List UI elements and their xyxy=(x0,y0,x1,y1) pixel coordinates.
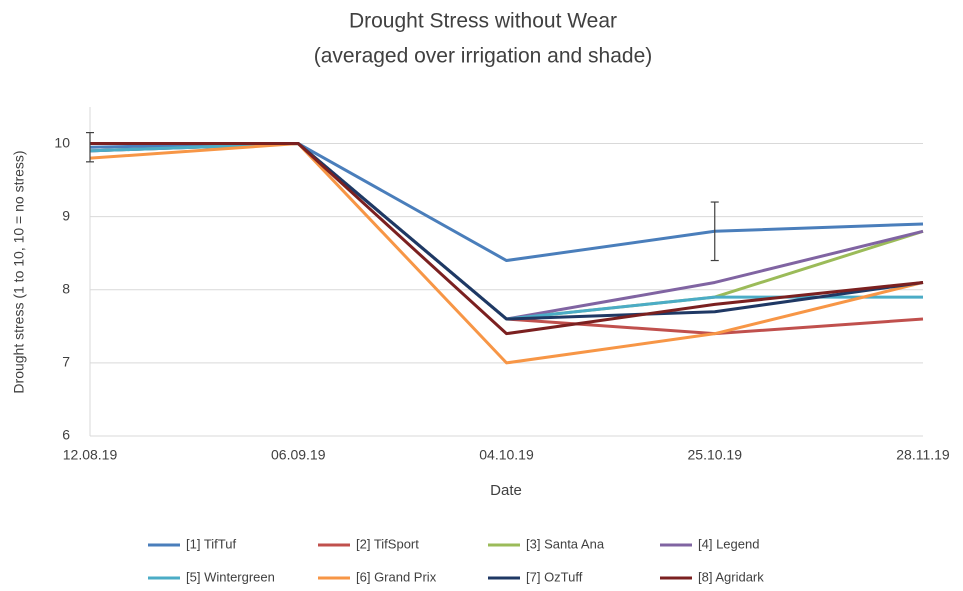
series-line xyxy=(89,142,924,321)
legend-label: [5] Wintergreen xyxy=(186,569,275,584)
legend-label: [8] Agridark xyxy=(698,569,764,584)
legend-label: [6] Grand Prix xyxy=(356,569,437,584)
x-tick-label: 12.08.19 xyxy=(63,447,118,463)
y-tick-label: 8 xyxy=(62,280,70,296)
x-tick-label: 28.11.19 xyxy=(896,447,950,463)
y-tick-label: 10 xyxy=(54,134,70,150)
y-tick-label: 6 xyxy=(62,427,70,443)
series-line xyxy=(90,142,924,336)
series-line xyxy=(89,142,924,263)
y-axis-label: Drought stress (1 to 10, 10 = no stress) xyxy=(11,150,27,393)
series-line xyxy=(89,142,923,321)
legend-label: [3] Santa Ana xyxy=(526,536,605,551)
legend-label: [2] TifSport xyxy=(356,536,419,551)
x-tick-label: 06.09.19 xyxy=(271,447,326,463)
chart-title: Drought Stress without Wear xyxy=(349,10,617,33)
series-line xyxy=(90,142,924,321)
x-tick-label: 25.10.19 xyxy=(688,447,743,463)
y-tick-label: 7 xyxy=(62,354,70,370)
series-line xyxy=(89,142,924,365)
legend-label: [4] Legend xyxy=(698,536,759,551)
y-tick-label: 9 xyxy=(62,207,70,223)
legend-label: [7] OzTuff xyxy=(526,569,583,584)
series-line xyxy=(89,142,924,321)
x-axis-label: Date xyxy=(490,482,522,499)
series-line xyxy=(90,142,924,336)
x-tick-label: 04.10.19 xyxy=(479,447,534,463)
chart-subtitle: (averaged over irrigation and shade) xyxy=(314,45,653,68)
legend-label: [1] TifTuf xyxy=(186,536,236,551)
